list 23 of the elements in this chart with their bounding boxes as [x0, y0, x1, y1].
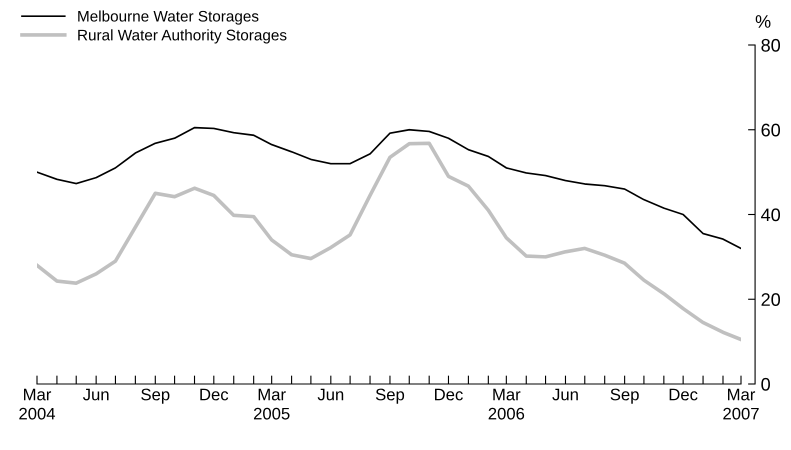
y-axis-title: % [756, 15, 770, 28]
x-tick-label: Dec [670, 388, 698, 400]
x-tick-label: Dec [200, 388, 228, 400]
line-series [37, 142, 741, 342]
legend-label: Rural Water Authority Storages [78, 29, 286, 44]
y-tick-label: 80 [761, 38, 780, 52]
y-tick-label: 40 [761, 208, 780, 222]
x-tick-label: Dec [435, 388, 463, 400]
line-series [37, 126, 741, 250]
x-tick-label: Mar 2007 [723, 388, 759, 420]
y-tick-label: 20 [762, 293, 780, 306]
x-tick-label: Mar 2005 [254, 388, 290, 420]
y-tick-label: 0 [761, 378, 770, 391]
x-tick-label: Jun [318, 388, 344, 400]
x-tick-label: Jun [82, 388, 109, 400]
y-tick-label: 60 [762, 124, 780, 136]
x-tick-label: Sep [141, 388, 170, 404]
x-tick-label: Mar 2006 [488, 388, 524, 420]
legend-label: Melbourne Water Storages [78, 10, 258, 25]
x-tick-label: Sep [376, 388, 404, 404]
x-tick-label: Mar 2004 [19, 388, 56, 420]
x-tick-label: Jun [552, 388, 578, 400]
x-tick-label: Sep [610, 388, 639, 404]
